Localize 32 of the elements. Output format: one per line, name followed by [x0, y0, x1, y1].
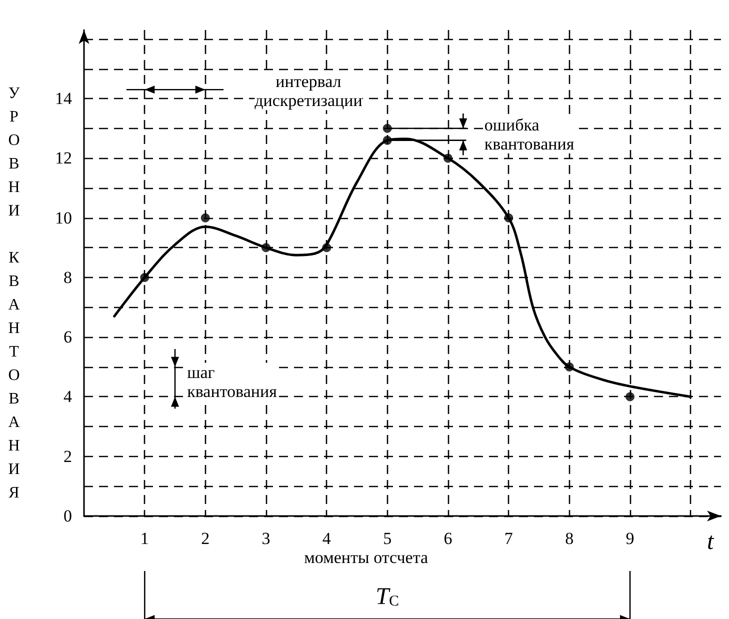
x-tick-label: 9 — [626, 529, 634, 548]
y-tick-label: 12 — [55, 148, 72, 168]
point — [140, 272, 150, 282]
annotation: шаг квантования — [187, 362, 278, 401]
annotation: интервал дискретизации — [254, 72, 362, 110]
point — [504, 213, 514, 222]
y-tick-label: 10 — [55, 208, 72, 228]
point — [200, 213, 210, 222]
point — [262, 243, 270, 252]
x-tick-label: 6 — [444, 529, 452, 548]
y-tick-label: 4 — [64, 387, 72, 406]
text: УРОВНИ КВАНТОВАНИЯ — [8, 84, 20, 502]
x-tick-label: 4 — [322, 529, 332, 548]
annotation: ошибка квантования — [484, 115, 574, 154]
y-tick-label: 8 — [64, 268, 72, 287]
text: моменты отсчета — [304, 548, 428, 567]
y-tick-label: 0 — [64, 506, 72, 526]
y-tick-label: 6 — [64, 328, 72, 347]
point — [626, 392, 634, 402]
x-axis-title: t — [707, 529, 715, 555]
x-tick-label: 3 — [262, 529, 270, 548]
x-tick-label: 8 — [565, 529, 574, 548]
x-tick-label: 2 — [201, 529, 210, 548]
y-tick-label: 14 — [55, 89, 72, 108]
x-tick-label: 5 — [383, 529, 392, 548]
x-tick-label: 1 — [140, 529, 149, 548]
y-tick-label: 2 — [64, 446, 72, 466]
text: TC — [376, 584, 400, 610]
x-tick-label: 7 — [504, 529, 514, 548]
point — [564, 362, 574, 372]
point — [444, 154, 452, 163]
point — [322, 243, 332, 252]
